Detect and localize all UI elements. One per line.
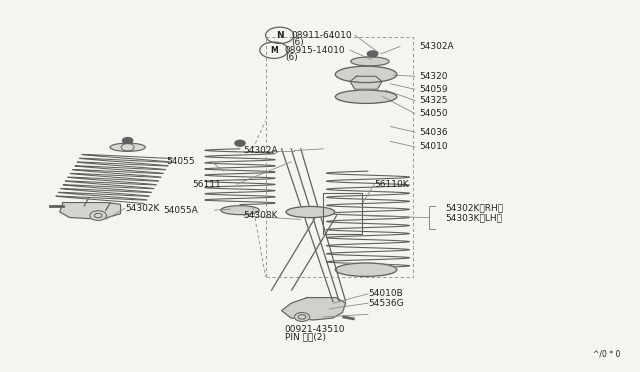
Text: 54055: 54055 — [166, 157, 195, 166]
Text: N: N — [276, 31, 284, 40]
Text: M: M — [270, 46, 278, 55]
Bar — [323, 193, 362, 234]
Polygon shape — [350, 76, 382, 89]
Text: 54055A: 54055A — [163, 206, 198, 215]
Polygon shape — [282, 298, 346, 320]
Text: 56111: 56111 — [192, 180, 221, 189]
Text: 08911-64010: 08911-64010 — [291, 31, 352, 40]
Text: 54536G: 54536G — [368, 299, 404, 308]
Text: 54302K: 54302K — [125, 204, 159, 213]
Text: 54303K（LH）: 54303K（LH） — [445, 213, 502, 222]
Text: 54302K（RH）: 54302K（RH） — [445, 204, 503, 213]
Circle shape — [294, 312, 310, 321]
Text: (6): (6) — [291, 38, 304, 47]
Ellipse shape — [335, 263, 397, 276]
Ellipse shape — [110, 143, 145, 151]
Text: PIN ピン(2): PIN ピン(2) — [285, 332, 326, 341]
Ellipse shape — [286, 206, 335, 218]
Text: 08915-14010: 08915-14010 — [285, 46, 346, 55]
Ellipse shape — [221, 206, 259, 215]
Text: 54320: 54320 — [419, 72, 448, 81]
Circle shape — [90, 211, 106, 220]
Text: 54010B: 54010B — [368, 289, 403, 298]
Text: 54036: 54036 — [419, 128, 448, 137]
Circle shape — [235, 140, 245, 146]
Polygon shape — [60, 202, 120, 219]
Text: 54302A: 54302A — [419, 42, 454, 51]
Text: 54050: 54050 — [419, 109, 448, 118]
Text: 00921-43510: 00921-43510 — [285, 325, 346, 334]
Text: 54302A: 54302A — [243, 146, 278, 155]
Ellipse shape — [335, 90, 397, 103]
Text: ^/0 * 0: ^/0 * 0 — [593, 350, 621, 359]
Text: 56110K: 56110K — [374, 180, 409, 189]
Text: 54010: 54010 — [419, 142, 448, 151]
Text: 54325: 54325 — [419, 96, 448, 105]
Ellipse shape — [335, 66, 397, 83]
Text: 54059: 54059 — [419, 85, 448, 94]
Text: (6): (6) — [285, 53, 298, 62]
Circle shape — [367, 51, 378, 57]
Circle shape — [122, 138, 132, 144]
Ellipse shape — [351, 57, 389, 66]
Text: 54308K: 54308K — [243, 211, 278, 220]
